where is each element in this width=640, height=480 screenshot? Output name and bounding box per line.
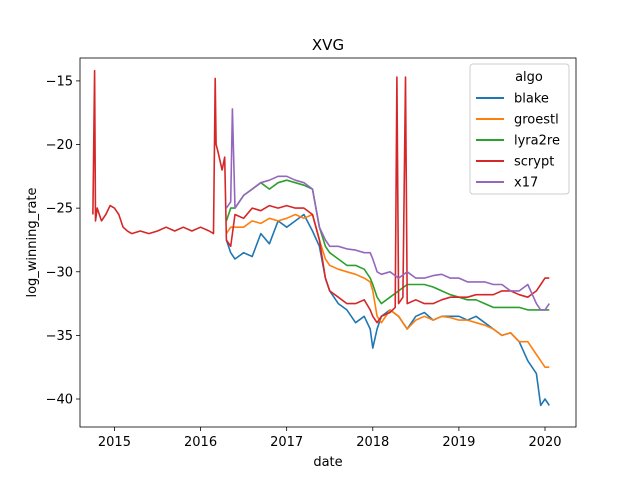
legend-label-x17: x17 bbox=[514, 176, 538, 191]
y-axis: −15 −20 −25 −30 −35 −40 bbox=[46, 74, 80, 408]
series-layer bbox=[92, 69, 550, 407]
x-tick-label: 2016 bbox=[184, 435, 217, 450]
y-tick-label: −35 bbox=[46, 329, 73, 344]
legend-label-blake: blake bbox=[514, 92, 549, 107]
series-line-x17 bbox=[225, 108, 550, 311]
x-tick-label: 2015 bbox=[98, 435, 131, 450]
x-tick-label: 2020 bbox=[528, 435, 561, 450]
legend-label-lyra2re: lyra2re bbox=[514, 134, 560, 149]
x-tick-label: 2017 bbox=[270, 435, 303, 450]
series-line-lyra2re bbox=[225, 179, 550, 311]
legend-label-scrypt: scrypt bbox=[514, 155, 554, 170]
y-tick-label: −30 bbox=[46, 265, 73, 280]
series-line-scrypt bbox=[92, 69, 550, 324]
legend-title: algo bbox=[515, 70, 543, 85]
y-tick-label: −40 bbox=[46, 393, 73, 408]
plot-frame bbox=[79, 57, 577, 428]
x-tick-label: 2018 bbox=[356, 435, 389, 450]
series-line-blake bbox=[225, 213, 550, 407]
x-axis: 2015 2016 2017 2018 2019 2020 bbox=[98, 427, 562, 450]
y-tick-label: −15 bbox=[46, 74, 73, 89]
x-axis-label: date bbox=[313, 455, 342, 470]
y-axis-label: log_winning_rate bbox=[25, 187, 40, 297]
x-tick-label: 2019 bbox=[442, 435, 475, 450]
legend: algo blake groestl lyra2re scrypt x17 bbox=[469, 63, 570, 195]
y-tick-label: −25 bbox=[46, 202, 73, 217]
chart-title: XVG bbox=[312, 36, 344, 54]
y-tick-label: −20 bbox=[46, 138, 73, 153]
legend-label-groestl: groestl bbox=[514, 113, 559, 128]
